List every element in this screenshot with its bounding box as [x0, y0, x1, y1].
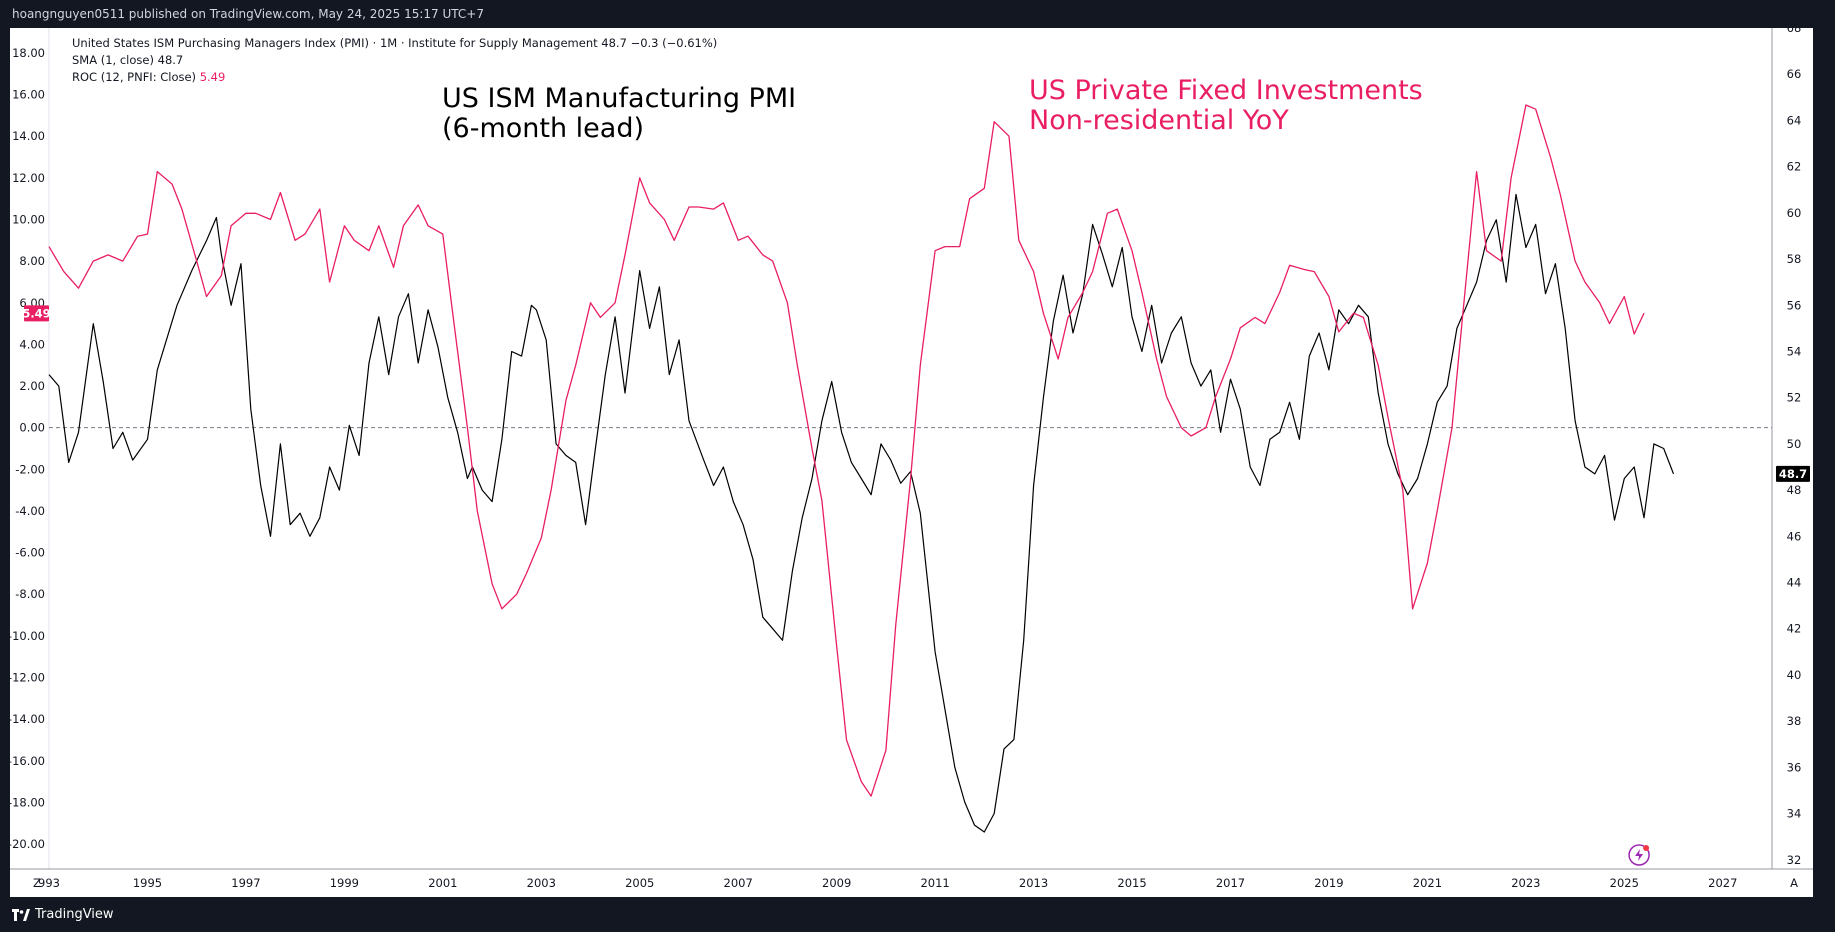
legend-roc-value: 5.49	[199, 70, 226, 84]
tradingview-brand-text: TradingView	[35, 907, 114, 922]
time-axis-tick-label: 1997	[231, 876, 260, 890]
right-axis-tick-label: 56	[1787, 298, 1802, 312]
left-axis-tick-label: -14.00	[10, 712, 45, 726]
time-axis-tick-label: 2007	[724, 876, 753, 890]
time-axis-tick-label: 2005	[625, 876, 654, 890]
auto-scale-toggle-z[interactable]: Z	[33, 876, 41, 890]
chart-legend: United States ISM Purchasing Managers In…	[72, 35, 717, 86]
right-axis-tick-label: 48	[1787, 483, 1802, 497]
right-axis-tick-label: 62	[1787, 160, 1802, 174]
right-axis-tick-label: 36	[1787, 760, 1802, 774]
left-axis-tick-label: 8.00	[19, 254, 45, 268]
legend-row-roc[interactable]: ROC (12, PNFI: Close) 5.49	[72, 69, 717, 86]
right-axis-tick-label: 46	[1787, 529, 1802, 543]
time-axis-tick-label: 1999	[330, 876, 359, 890]
right-axis-tick-label: 38	[1787, 714, 1802, 728]
left-axis-tick-label: 18.00	[12, 46, 45, 60]
pnfi-series-line[interactable]	[48, 104, 1645, 797]
right-axis-tick-label: 44	[1787, 576, 1802, 590]
legend-row-pmi[interactable]: United States ISM Purchasing Managers In…	[72, 35, 717, 52]
time-axis-tick-label: 2025	[1610, 876, 1639, 890]
left-axis-tick-label: -16.00	[10, 754, 45, 768]
lightning-icon-dot	[1643, 845, 1650, 851]
time-axis-tick-label: 2003	[527, 876, 556, 890]
time-axis-tick-label: 2023	[1511, 876, 1540, 890]
legend-pmi-value: 48.7	[601, 36, 627, 50]
left-axis-tick-label: 14.00	[12, 129, 45, 143]
left-axis-tick-label: 10.00	[12, 213, 45, 227]
time-axis-tick-label: 2015	[1117, 876, 1146, 890]
time-axis-tick-label: 2021	[1413, 876, 1442, 890]
pmi-title-annotation: US ISM Manufacturing PMI (6-month lead)	[442, 84, 796, 144]
right-axis-tick-label: 52	[1787, 391, 1802, 405]
time-axis-tick-label: 2017	[1216, 876, 1245, 890]
lightning-icon-bolt	[1635, 849, 1644, 861]
left-axis-tick-label: 2.00	[19, 379, 45, 393]
right-axis-tick-label: 68	[1787, 28, 1802, 35]
pmi-title-line1: US ISM Manufacturing PMI	[442, 83, 797, 114]
tradingview-logo-icon	[12, 908, 30, 921]
chart-canvas[interactable]: 18.0016.0014.0012.0010.008.006.004.002.0…	[10, 28, 1813, 897]
legend-roc-name: ROC (12, PNFI: Close)	[72, 70, 197, 84]
left-axis-tick-label: 12.00	[12, 171, 45, 185]
left-axis-tick-label: 16.00	[12, 88, 45, 102]
pmi-title-line2: (6-month lead)	[442, 113, 644, 144]
left-axis-tick-label: -10.00	[10, 629, 45, 643]
left-axis-tick-label: 4.00	[19, 337, 45, 351]
left-axis-tick-label: -2.00	[15, 462, 45, 476]
pnfi-title-annotation: US Private Fixed Investments Non-residen…	[1029, 76, 1423, 136]
pnfi-title-line1: US Private Fixed Investments	[1029, 75, 1423, 106]
left-axis-tick-label: -6.00	[15, 546, 45, 560]
time-axis-tick-label: 2009	[822, 876, 851, 890]
time-axis-tick-label: 2027	[1708, 876, 1737, 890]
pmi-last-value-text: 48.7	[1779, 467, 1807, 481]
time-axis-tick-label: 2019	[1314, 876, 1343, 890]
legend-sma-value: 48.7	[157, 53, 184, 67]
pnfi-last-value-badge	[24, 305, 49, 322]
chart-frame[interactable]: 18.00 16.00 14.00 12.00 10.00 8.00 6.00 4.00 2.0…	[10, 28, 1813, 897]
right-axis-tick-label: 50	[1787, 437, 1802, 451]
pnfi-title-line2: Non-residential YoY	[1029, 105, 1289, 136]
footer-bar: TradingView	[0, 897, 1835, 932]
publisher-bar: hoangnguyen0511 published on TradingView…	[0, 0, 1835, 28]
legend-row-sma[interactable]: SMA (1, close) 48.7	[72, 52, 717, 69]
auto-scale-toggle-a[interactable]: A	[1790, 876, 1798, 890]
legend-pmi-name: United States ISM Purchasing Managers In…	[72, 36, 598, 50]
time-axis-tick-label: 2001	[428, 876, 457, 890]
right-axis-tick-label: 42	[1787, 622, 1802, 636]
pnfi-last-value-text: 5.49	[22, 306, 50, 320]
right-axis-tick-label: 32	[1787, 853, 1802, 867]
pmi-series-line[interactable]	[48, 193, 1675, 833]
lightning-icon[interactable]	[1628, 844, 1650, 866]
right-axis-tick-label: 58	[1787, 252, 1802, 266]
publisher-text: hoangnguyen0511 published on TradingView…	[12, 7, 484, 21]
right-axis-tick-label: 64	[1787, 113, 1802, 127]
left-axis-tick-label: -8.00	[15, 587, 45, 601]
right-axis-tick-label: 54	[1787, 344, 1802, 358]
time-axis-tick-label: 1995	[133, 876, 162, 890]
left-axis-tick-label: -20.00	[10, 837, 45, 851]
time-axis-tick-label: 2011	[920, 876, 949, 890]
left-axis-tick-label: -12.00	[10, 670, 45, 684]
left-axis-tick-label: -4.00	[15, 504, 45, 518]
time-axis-tick-label: 2013	[1019, 876, 1048, 890]
right-axis-tick-label: 40	[1787, 668, 1802, 682]
left-axis-tick-label: 0.00	[19, 421, 45, 435]
tradingview-logo[interactable]: TradingView	[12, 907, 114, 922]
left-axis-tick-label: -18.00	[10, 795, 45, 809]
time-axis-tick-label: 993	[38, 876, 60, 890]
legend-pmi-change: −0.3 (−0.61%)	[630, 36, 718, 50]
right-axis-tick-label: 60	[1787, 206, 1802, 220]
legend-sma-name: SMA (1, close)	[72, 53, 154, 67]
pmi-last-value-badge	[1776, 465, 1810, 482]
right-axis-tick-label: 34	[1787, 807, 1802, 821]
right-axis-tick-label: 66	[1787, 67, 1802, 81]
